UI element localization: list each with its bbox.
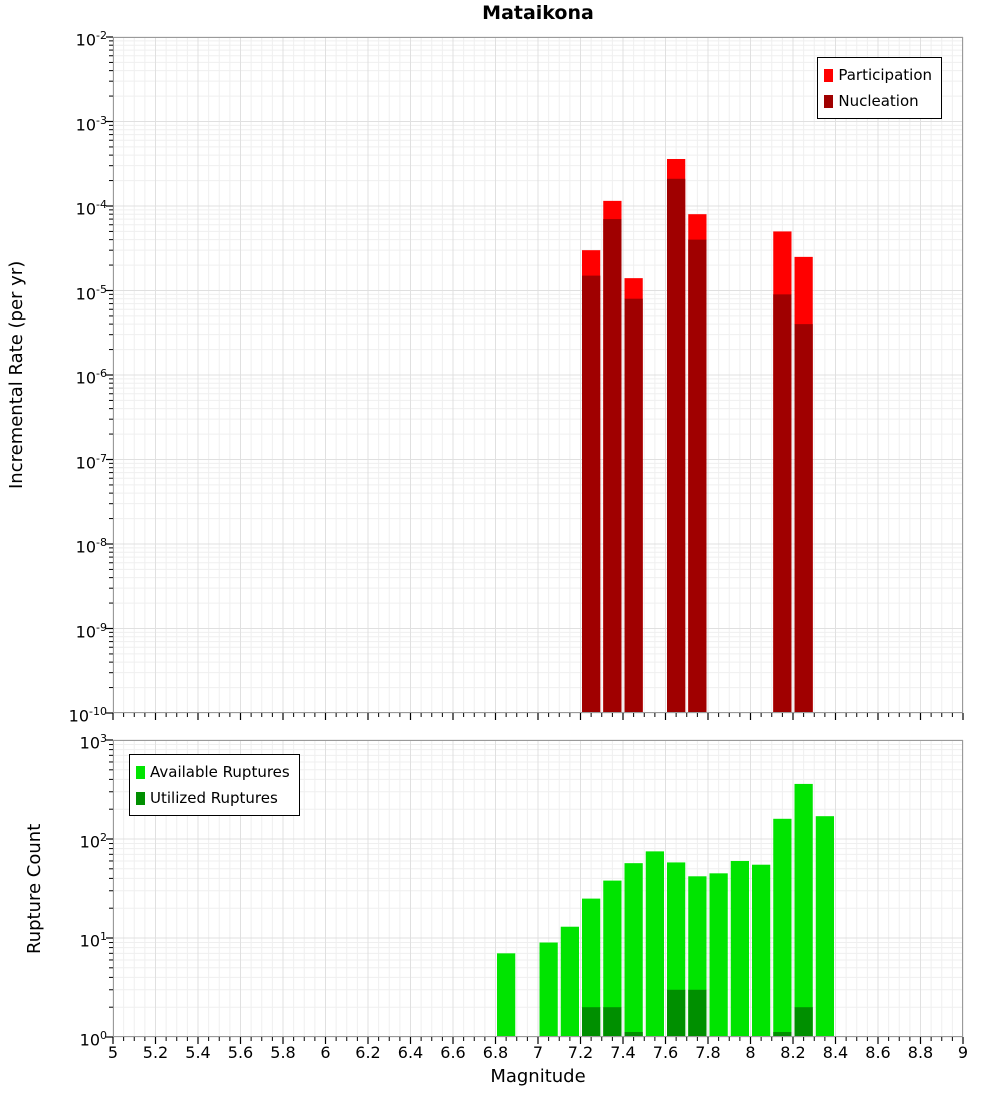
- y-tick-label-10e-6: 10-6: [75, 367, 107, 388]
- x-tick-label-9: 9: [957, 1043, 969, 1062]
- legend-label-utilized-ruptures: Utilized Ruptures: [150, 789, 278, 807]
- y-tick-label-10e-8: 10-8: [75, 536, 107, 557]
- x-tick-label-8: 8: [745, 1043, 756, 1062]
- x-tick-label-5: 5: [107, 1043, 119, 1062]
- y-tick-label-10e-7: 10-7: [75, 451, 107, 472]
- legend-label-participation: Participation: [838, 66, 932, 84]
- x-axis-label: Magnitude: [490, 1066, 586, 1087]
- x-tick-label-6.4: 6.4: [397, 1043, 424, 1062]
- nucleation-swatch: [824, 94, 834, 108]
- bar-utilized-ruptures-m7.75: [688, 989, 707, 1037]
- bar-nucleation-m7.65: [667, 178, 686, 714]
- bar-available-ruptures-m7.45: [624, 863, 643, 1037]
- rupture-count-tick-marks: [106, 739, 964, 1044]
- utilized-ruptures-swatch: [136, 791, 145, 805]
- legend-label-available-ruptures: Available Ruptures: [150, 763, 290, 781]
- bars-nucleation: [582, 178, 813, 714]
- rupture-count-border: [113, 740, 963, 1037]
- bar-utilized-ruptures-m7.45: [624, 1032, 643, 1037]
- bar-nucleation-m7.75: [688, 239, 707, 714]
- legend-item-nucleation: Nucleation: [824, 88, 932, 114]
- y-tick-label-10e0: 100: [79, 1029, 107, 1050]
- bar-available-ruptures-m6.85: [497, 953, 516, 1037]
- bar-available-ruptures-m7.55: [645, 851, 664, 1037]
- legend-label-nucleation: Nucleation: [838, 92, 919, 110]
- x-tick-label-5.4: 5.4: [185, 1043, 211, 1062]
- x-tick-label-8.6: 8.6: [865, 1043, 891, 1062]
- bar-available-ruptures-m8.25: [794, 783, 813, 1037]
- legend-item-utilized-ruptures: Utilized Ruptures: [136, 785, 290, 811]
- x-tick-label-5.2: 5.2: [142, 1043, 169, 1062]
- y-tick-label-10e2: 102: [79, 831, 107, 852]
- legend-item-participation: Participation: [824, 62, 932, 88]
- x-tick-label-7.6: 7.6: [652, 1043, 679, 1062]
- bar-nucleation-m8.15: [773, 294, 792, 713]
- y-axis-label-rate: Incremental Rate (per yr): [6, 260, 27, 490]
- bars-utilized-ruptures: [582, 989, 813, 1037]
- x-tick-label-8.8: 8.8: [907, 1043, 934, 1062]
- y-tick-label-10e-5: 10-5: [75, 282, 107, 303]
- bar-nucleation-m7.45: [624, 298, 643, 713]
- incremental-rate-tick-marks: [106, 36, 964, 720]
- bar-utilized-ruptures-m7.25: [582, 1007, 601, 1037]
- x-tick-label-6.6: 6.6: [440, 1043, 466, 1062]
- x-tick-label-6.2: 6.2: [355, 1043, 381, 1062]
- x-tick-label-8.2: 8.2: [780, 1043, 806, 1062]
- bar-available-ruptures-m8.35: [815, 816, 834, 1037]
- incremental-rate-border: [113, 37, 963, 713]
- bar-nucleation-m7.35: [603, 219, 622, 713]
- rate-chart-canvas: [106, 36, 964, 720]
- chart-title: Mataikona: [482, 2, 594, 24]
- bar-utilized-ruptures-m8.25: [794, 1007, 813, 1037]
- x-tick-label-6.8: 6.8: [482, 1043, 509, 1062]
- y-tick-label-10e-3: 10-3: [75, 113, 107, 134]
- x-tick-label-5.8: 5.8: [270, 1043, 296, 1062]
- bar-nucleation-m7.25: [582, 275, 601, 713]
- legend-count: Available Ruptures Utilized Ruptures: [129, 754, 300, 816]
- x-tick-label-6: 6: [320, 1043, 331, 1062]
- y-axis-label-count: Rupture Count: [24, 823, 45, 954]
- y-tick-label-10e-2: 10-2: [75, 29, 107, 50]
- bar-utilized-ruptures-m7.35: [603, 1007, 622, 1037]
- rate-plot-area: Participation Nucleation: [106, 36, 964, 720]
- legend-item-available-ruptures: Available Ruptures: [136, 759, 290, 785]
- count-plot-area: Available Ruptures Utilized Ruptures: [106, 739, 964, 1044]
- x-tick-label-7.8: 7.8: [695, 1043, 721, 1062]
- y-tick-label-10e1: 101: [79, 930, 107, 951]
- bar-available-ruptures-m7.25: [582, 898, 601, 1037]
- available-ruptures-swatch: [136, 765, 145, 779]
- bar-available-ruptures-m7.95: [730, 860, 749, 1037]
- bar-available-ruptures-m8.05: [752, 864, 771, 1037]
- bar-available-ruptures-m7.15: [560, 926, 579, 1037]
- bar-available-ruptures-m8.15: [773, 818, 792, 1037]
- x-tick-label-7: 7: [532, 1043, 544, 1062]
- bar-utilized-ruptures-m8.15: [773, 1032, 792, 1037]
- legend-rate: Participation Nucleation: [817, 57, 942, 119]
- x-tick-label-8.4: 8.4: [822, 1043, 849, 1062]
- y-tick-label-10e-4: 10-4: [75, 198, 107, 219]
- y-tick-label-10e-10: 10-10: [68, 705, 107, 726]
- bar-available-ruptures-m7.05: [539, 942, 558, 1037]
- x-tick-label-5.6: 5.6: [227, 1043, 254, 1062]
- bar-available-ruptures-m7.85: [709, 873, 728, 1037]
- incremental-rate-gridlines: [112, 36, 964, 714]
- x-tick-label-7.2: 7.2: [567, 1043, 594, 1062]
- bar-available-ruptures-m7.35: [603, 880, 622, 1037]
- y-tick-label-10e-9: 10-9: [75, 620, 107, 641]
- bar-nucleation-m8.25: [794, 324, 813, 713]
- x-tick-label-7.4: 7.4: [610, 1043, 636, 1062]
- y-tick-label-10e3: 103: [79, 732, 107, 753]
- participation-swatch: [824, 68, 834, 82]
- bar-utilized-ruptures-m7.65: [667, 989, 686, 1037]
